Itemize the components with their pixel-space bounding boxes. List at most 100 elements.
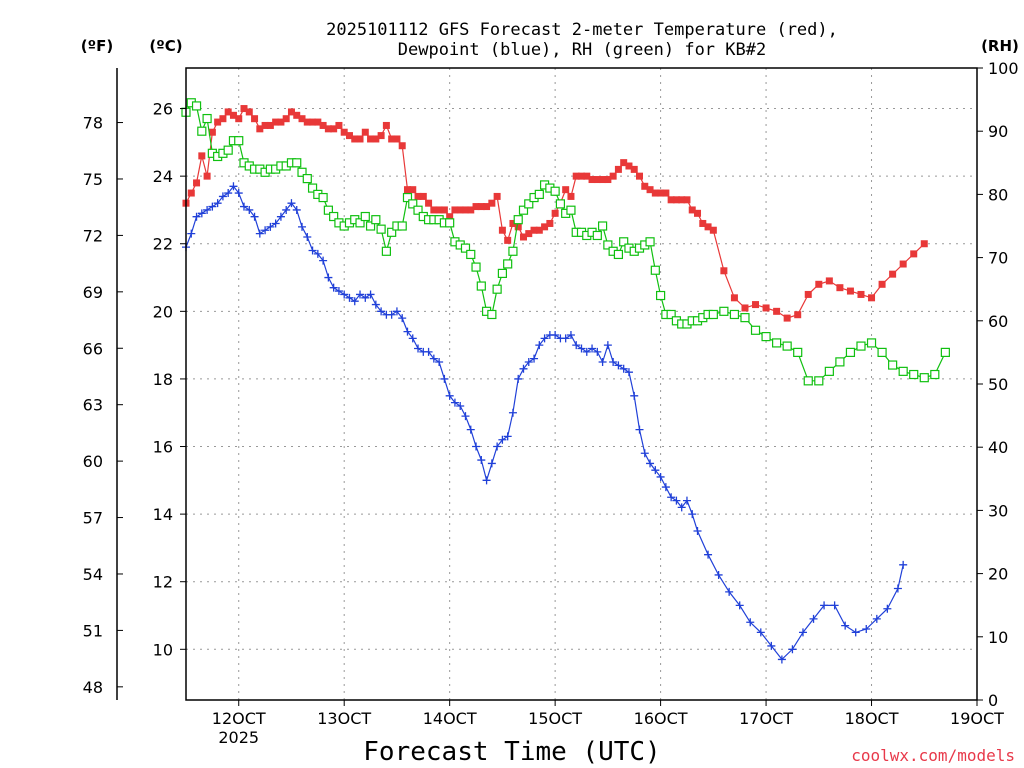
rh-point: [919, 373, 929, 383]
dewpoint-point: [609, 358, 618, 367]
x-axis-title: Forecast Time (UTC): [363, 737, 660, 767]
temperature-point: [604, 176, 612, 184]
temperature-point: [451, 206, 459, 214]
temperature-point: [889, 270, 897, 278]
temperature-point: [277, 118, 285, 126]
temperature-point: [815, 280, 823, 288]
rh-tick-label: 30: [988, 501, 1008, 520]
rh-point: [471, 262, 481, 272]
temperature-point: [356, 135, 364, 143]
dewpoint-point: [213, 199, 222, 208]
dewpoint-point: [403, 327, 412, 336]
rh-tick-label: 70: [988, 249, 1008, 268]
dewpoint-line: [185, 185, 904, 661]
plot-frame: [185, 67, 978, 701]
rh-point: [603, 240, 613, 250]
rh-point: [524, 199, 534, 209]
temperature-point: [240, 105, 248, 113]
temperature-point: [530, 226, 538, 234]
temperature-point: [361, 128, 369, 136]
dewpoint-point: [313, 249, 322, 258]
celsius-tick-label: 20: [153, 302, 173, 321]
x-tick-label: 13OCT: [317, 709, 371, 728]
rh-point: [355, 218, 365, 228]
temperature-point: [804, 290, 812, 298]
temperature-point: [651, 189, 659, 197]
temperature-point: [272, 118, 280, 126]
rh-point: [877, 347, 887, 357]
rh-point: [708, 309, 718, 320]
dewpoint-point: [519, 364, 528, 373]
fahrenheit-tick-label: 75: [83, 170, 103, 189]
temperature-point: [372, 135, 380, 143]
dewpoint-point: [667, 493, 676, 502]
dewpoint-point: [466, 425, 475, 434]
rh-point: [292, 158, 302, 168]
dewpoint-point: [208, 202, 217, 211]
dewpoint-point: [234, 189, 243, 198]
rh-point: [376, 224, 386, 234]
temperature-point: [920, 240, 928, 248]
dewpoint-point: [271, 219, 280, 228]
dewpoint-point: [240, 202, 249, 211]
dewpoint-point: [250, 212, 259, 221]
rh-point: [550, 186, 560, 196]
temperature-point: [398, 142, 406, 150]
temperature-point: [752, 301, 760, 309]
temperature-point: [646, 186, 654, 194]
temperature-point: [330, 125, 338, 133]
rh-point: [555, 199, 566, 209]
temperature-point: [303, 118, 311, 126]
rh-point: [666, 309, 676, 320]
dewpoint-point: [725, 587, 734, 596]
dewpoint-point: [282, 205, 291, 214]
celsius-tick-label: 10: [153, 640, 173, 659]
x-tick-sublabel: 2025: [218, 728, 259, 747]
dewpoint-point: [572, 341, 581, 350]
temperature-point: [694, 209, 702, 217]
dewpoint-point: [540, 334, 549, 343]
temperature-point: [409, 186, 417, 194]
temperature-point: [214, 118, 222, 126]
temperature-point: [198, 152, 206, 160]
dewpoint-point: [197, 209, 206, 218]
dewpoint-point: [851, 628, 860, 637]
dewpoint-point: [435, 358, 444, 367]
x-tick-label: 17OCT: [739, 709, 793, 728]
dewpoint-point: [598, 358, 607, 367]
rh-point: [445, 218, 455, 228]
temperature-point: [614, 165, 622, 173]
temperature-point: [762, 304, 770, 312]
dewpoint-point: [682, 496, 691, 505]
celsius-tick-label: 26: [153, 100, 173, 119]
dewpoint-point: [582, 347, 591, 356]
temperature-point: [345, 132, 353, 140]
dewpoint-point: [746, 618, 755, 627]
dewpoint-point: [693, 527, 702, 536]
temperature-point: [293, 111, 301, 119]
dewpoint-point: [630, 391, 639, 400]
dewpoint-point: [366, 290, 375, 299]
dewpoint-point: [371, 300, 380, 309]
dewpoint-point: [429, 354, 438, 363]
rh-point: [476, 281, 486, 291]
rh-point: [866, 338, 877, 348]
temperature-point: [219, 115, 227, 123]
dewpoint-point: [677, 503, 686, 512]
temperature-point: [509, 219, 517, 227]
dewpoint-point: [809, 614, 818, 623]
dewpoint-point: [424, 347, 433, 356]
dewpoint-point: [551, 330, 560, 339]
rh-point: [719, 306, 729, 316]
temperature-point: [593, 176, 601, 184]
rh-point: [302, 174, 312, 184]
temperature-point: [846, 287, 854, 295]
rh-tick-label: 0: [988, 691, 998, 710]
rh-point: [909, 369, 919, 380]
dewpoint-point: [788, 645, 797, 654]
celsius-tick-label: 24: [153, 167, 173, 186]
temperature-point: [425, 199, 433, 207]
rh-point: [497, 268, 507, 278]
